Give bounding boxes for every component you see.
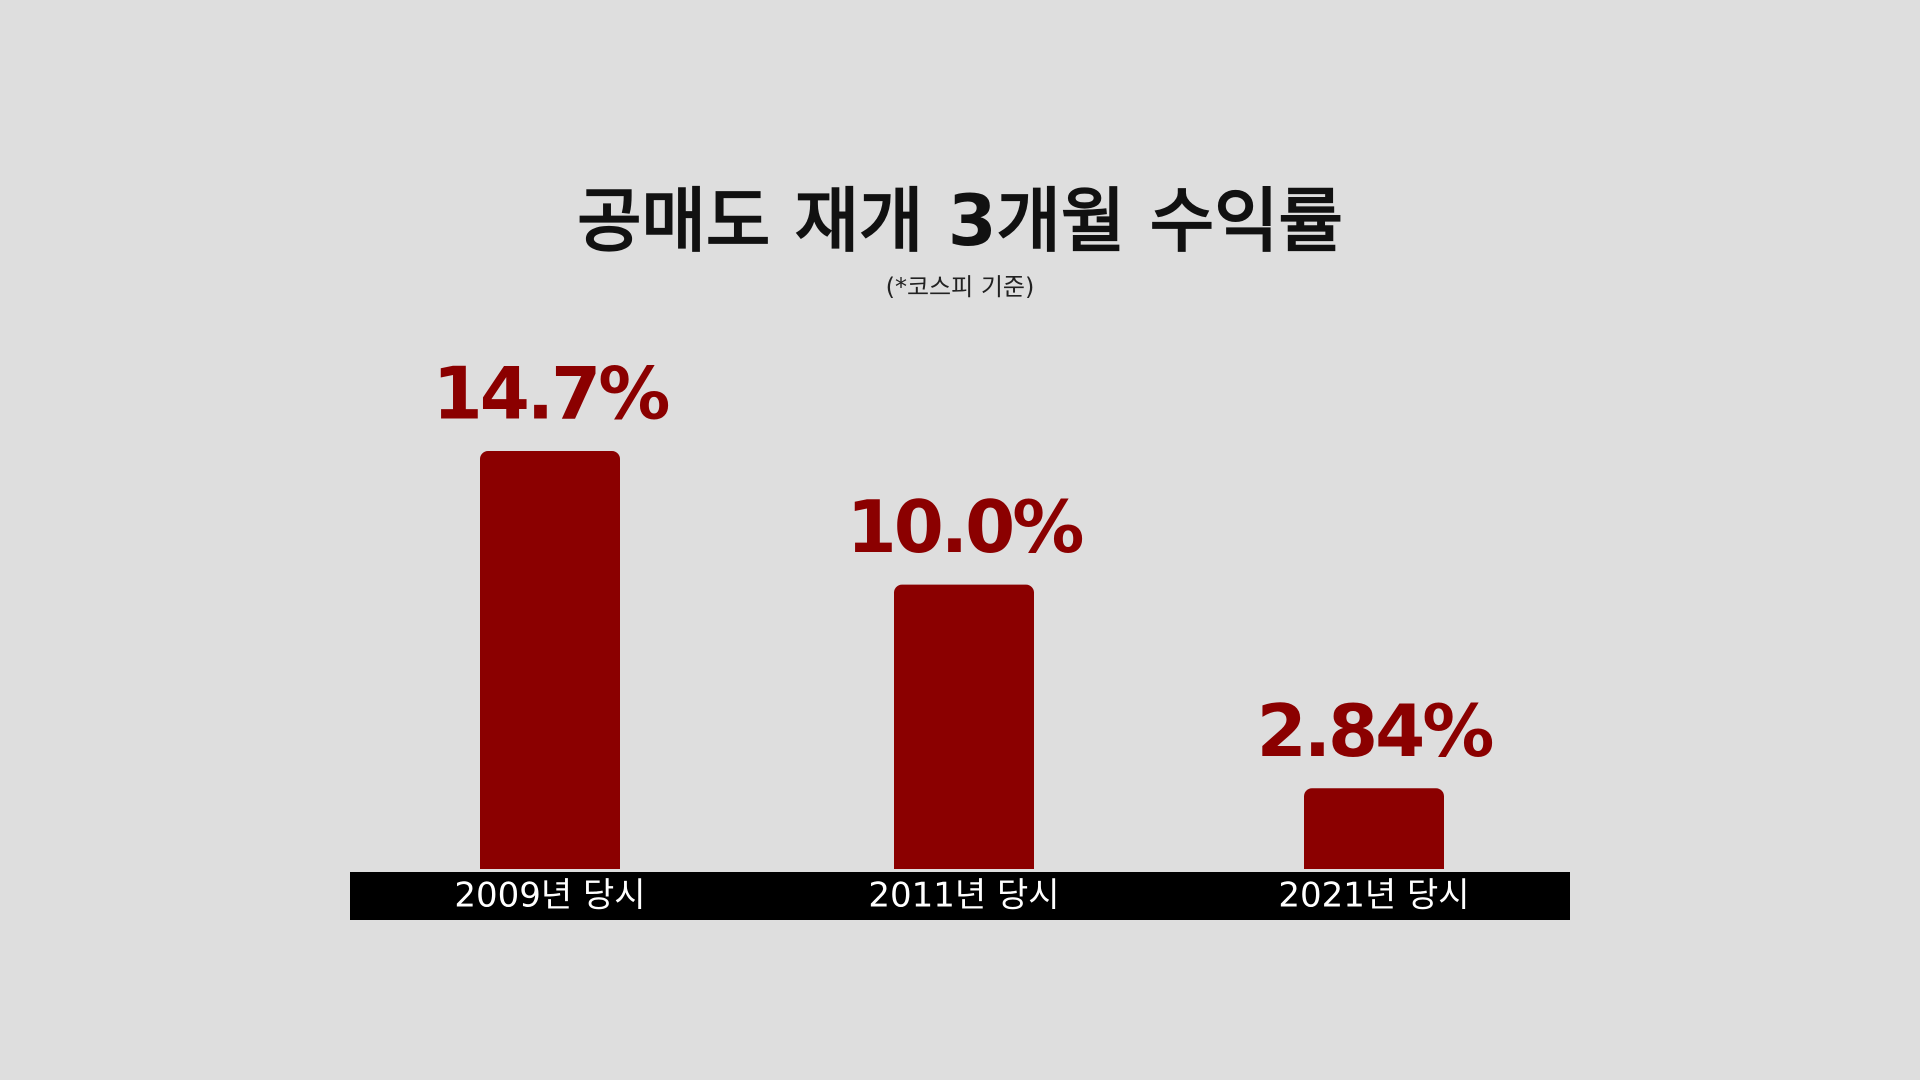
x-tick-label: 2021년 당시 bbox=[1278, 876, 1469, 916]
bar bbox=[480, 451, 620, 869]
bar-base bbox=[480, 861, 620, 869]
x-tick-label: 2011년 당시 bbox=[868, 876, 1059, 916]
category-band bbox=[350, 872, 1570, 920]
bar-base bbox=[894, 861, 1034, 869]
x-tick-label: 2009년 당시 bbox=[454, 876, 645, 916]
bar bbox=[894, 584, 1034, 869]
chart-title: 공매도 재개 3개월 수익률 bbox=[577, 180, 1343, 262]
bar-base bbox=[1304, 861, 1444, 869]
chart-subtitle: (*코스피 기준) bbox=[886, 273, 1035, 301]
value-label: 10.0% bbox=[847, 485, 1083, 569]
value-label: 2.84% bbox=[1257, 689, 1493, 773]
bar bbox=[1304, 788, 1444, 869]
value-label: 14.7% bbox=[433, 352, 669, 436]
